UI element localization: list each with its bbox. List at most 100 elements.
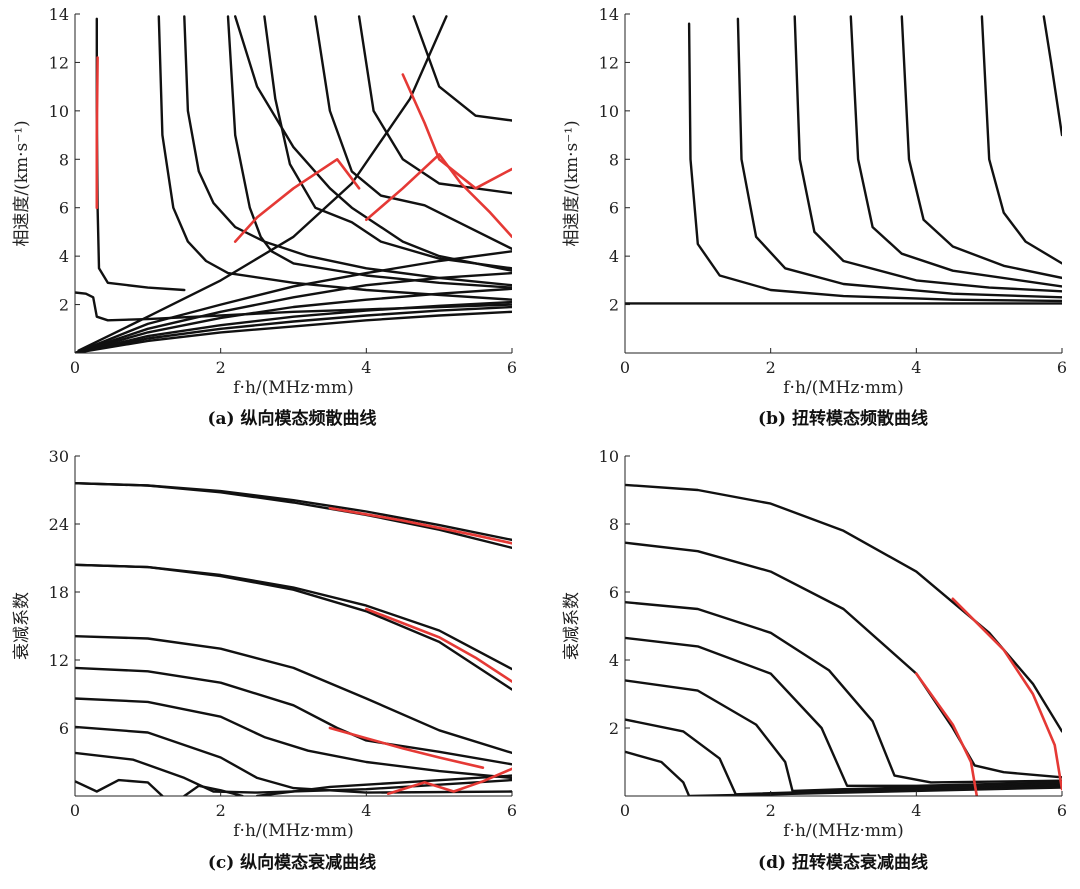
x-tick-label: 6 <box>507 801 517 820</box>
series-line-black-7 <box>1042 15 1062 137</box>
series-line-black-14 <box>412 15 512 122</box>
x-tick-label: 0 <box>70 801 80 820</box>
series-line-black-3 <box>793 15 1062 293</box>
panel-caption: (c) 纵向模态衰减曲线 <box>208 852 376 873</box>
series-line-black-6 <box>75 635 512 755</box>
series-line-red-14 <box>328 726 485 770</box>
y-tick-label: 14 <box>599 5 619 24</box>
x-tick-label: 0 <box>70 358 80 377</box>
series-line-black-10 <box>75 751 512 794</box>
panel-caption: (a) 纵向模态频散曲线 <box>207 408 376 429</box>
x-tick-label: 4 <box>361 801 371 820</box>
series-line-black-9 <box>183 15 512 287</box>
series-line-black-3 <box>75 563 512 671</box>
series-line-black-8 <box>625 750 691 796</box>
series-line-red-18 <box>233 158 361 243</box>
series-line-black-0 <box>75 482 512 549</box>
x-axis-title: f·h/(MHz·mm) <box>233 378 353 398</box>
y-tick-label: 24 <box>49 515 69 534</box>
series-line-black-4 <box>625 601 1062 784</box>
x-axis-title: f·h/(MHz·mm) <box>783 821 903 841</box>
panel-caption: (b) 扭转模态频散曲线 <box>758 408 928 429</box>
series-line-black-12 <box>314 15 512 251</box>
series-line-red-3 <box>914 672 979 796</box>
series-group <box>625 15 1062 305</box>
y-tick-label: 2 <box>609 296 619 315</box>
y-tick-label: 10 <box>599 102 619 121</box>
x-tick-label: 4 <box>911 801 921 820</box>
y-tick-label: 10 <box>49 102 69 121</box>
series-line-black-15 <box>77 15 448 352</box>
y-tick-label: 4 <box>609 247 619 266</box>
series-line-black-7 <box>95 17 186 292</box>
panel-caption: (d) 扭转模态衰减曲线 <box>758 852 928 873</box>
panel-a: 0 2 4 6 2 4 6 8 10 12 14 相速度/(km·s⁻¹) f·h/(MHz·mm) (a… <box>12 5 517 429</box>
series-line-red-20 <box>401 73 512 190</box>
y-tick-label: 6 <box>609 583 619 602</box>
series-line-black-9 <box>689 786 1062 796</box>
y-tick-label: 30 <box>49 447 69 466</box>
series-group <box>75 482 512 796</box>
series-line-black-8 <box>75 697 512 780</box>
y-axis-title: 衰减系数 <box>562 592 582 660</box>
x-tick-label: 2 <box>216 801 226 820</box>
y-tick-label: 12 <box>49 53 69 72</box>
series-line-black-11 <box>75 778 164 796</box>
y-tick-label: 6 <box>59 719 69 738</box>
series-line-black-7 <box>75 666 512 766</box>
series-line-black-1 <box>75 310 512 353</box>
series-line-black-2 <box>75 305 512 353</box>
x-tick-label: 6 <box>507 358 517 377</box>
y-axis-title: 相速度/(km·s⁻¹) <box>12 120 32 246</box>
y-tick-label: 18 <box>49 583 69 602</box>
series-line-black-1 <box>687 22 1062 303</box>
x-tick-label: 6 <box>1057 801 1067 820</box>
series-line-black-4 <box>75 563 512 691</box>
y-tick-label: 4 <box>609 651 619 670</box>
x-tick-label: 2 <box>766 358 776 377</box>
y-tick-label: 8 <box>609 515 619 534</box>
series-line-black-5 <box>625 636 1062 787</box>
series-group <box>75 15 512 353</box>
series-line-black-6 <box>75 250 512 353</box>
x-tick-label: 4 <box>361 358 371 377</box>
panel-b: 0 2 4 6 2 4 6 8 10 12 14 相速度/(km·s⁻¹) f·h/(MHz·mm) (b… <box>562 5 1067 429</box>
x-axis-title: f·h/(MHz·mm) <box>233 821 353 841</box>
series-line-black-13 <box>255 774 512 796</box>
series-line-black-6 <box>980 15 1062 265</box>
series-line-black-5 <box>900 15 1062 280</box>
panel-d: 0 2 4 6 2 4 6 8 10 衰减系数 f·h/(MHz·mm) (d) 扭转模态衰减曲线 <box>562 447 1067 873</box>
series-line-black-2 <box>736 17 1062 299</box>
y-tick-label: 2 <box>609 719 619 738</box>
y-tick-label: 10 <box>599 447 619 466</box>
series-line-black-16 <box>233 15 512 272</box>
series-line-black-6 <box>625 679 1062 793</box>
series-group <box>625 483 1062 796</box>
series-line-black-11 <box>263 15 512 270</box>
x-axis-title: f·h/(MHz·mm) <box>783 378 903 398</box>
y-tick-label: 8 <box>609 150 619 169</box>
x-tick-label: 2 <box>216 358 226 377</box>
x-tick-label: 4 <box>911 358 921 377</box>
y-tick-label: 6 <box>59 199 69 218</box>
series-line-black-3 <box>75 300 512 353</box>
series-line-red-1 <box>951 597 1062 791</box>
x-tick-label: 0 <box>620 358 630 377</box>
series-line-black-2 <box>625 541 1062 779</box>
y-tick-label: 8 <box>59 150 69 169</box>
series-line-red-19 <box>364 153 512 239</box>
y-tick-label: 12 <box>599 53 619 72</box>
series-line-red-5 <box>364 607 512 683</box>
y-tick-label: 2 <box>59 296 69 315</box>
series-line-black-4 <box>849 15 1062 288</box>
series-line-black-12 <box>183 784 244 796</box>
y-axis-title: 衰减系数 <box>12 592 32 660</box>
series-line-black-1 <box>75 482 512 542</box>
series-line-red-2 <box>328 506 512 545</box>
x-tick-label: 0 <box>620 801 630 820</box>
series-line-black-0 <box>625 483 1062 733</box>
series-line-red-15 <box>386 767 512 796</box>
x-tick-label: 2 <box>766 801 776 820</box>
